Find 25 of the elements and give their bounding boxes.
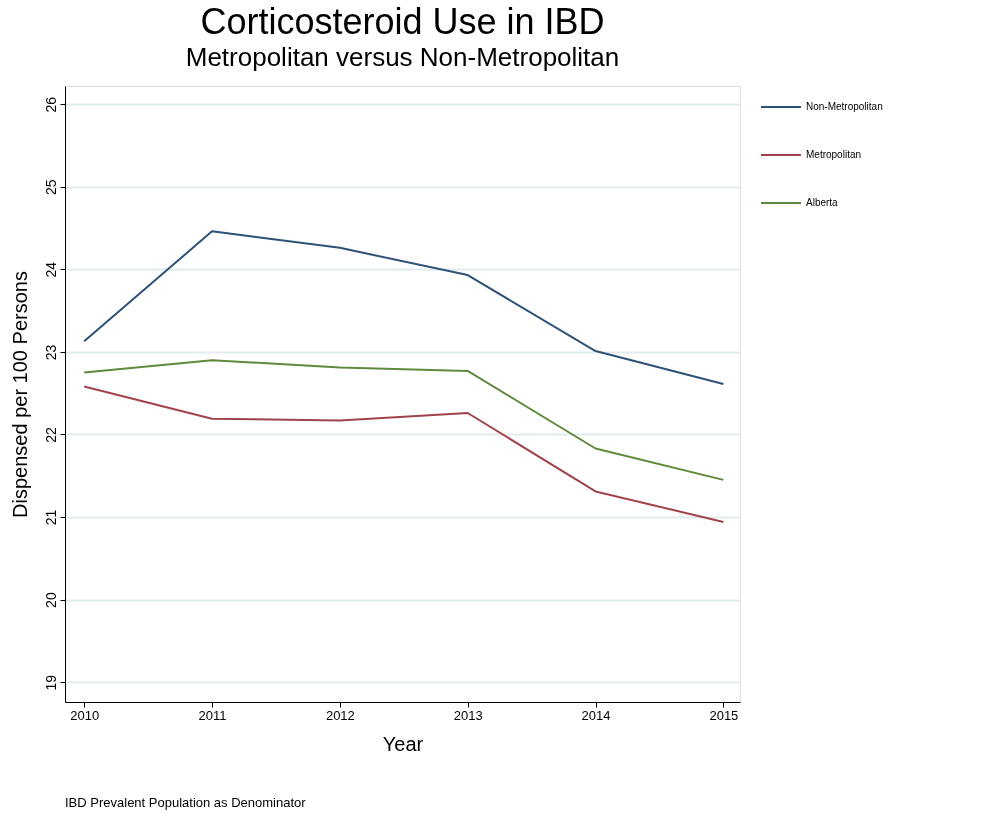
- chart-subtitle: Metropolitan versus Non-Metropolitan: [185, 42, 620, 72]
- line-series: [83, 385, 725, 523]
- y-tick-label: 21: [42, 509, 59, 526]
- y-tick-label: 22: [42, 426, 59, 443]
- legend-label: Alberta: [806, 197, 839, 208]
- y-tick-label: 24: [42, 261, 59, 278]
- x-tick-label: 2014: [581, 707, 611, 723]
- x-axis-title: Year: [382, 732, 424, 755]
- y-axis-title: Dispensed per 100 Persons: [8, 271, 31, 518]
- y-tick-label: 25: [42, 179, 59, 196]
- x-tick-label: 2015: [709, 707, 739, 723]
- legend-label: Metropolitan: [806, 149, 862, 160]
- chart-title: Corticosteroid Use in IBD: [200, 1, 605, 42]
- x-tick-label: 2010: [70, 707, 100, 723]
- x-tick-label: 2011: [198, 707, 227, 723]
- y-tick-label: 26: [42, 96, 59, 113]
- y-tick-label: 23: [42, 344, 59, 361]
- x-tick-label: 2012: [325, 707, 355, 723]
- line-series: [83, 230, 725, 386]
- legend-label: Non-Metropolitan: [806, 101, 883, 112]
- y-tick-label: 19: [42, 674, 59, 691]
- text: IBD Prevalent Population as Denominator: [65, 795, 307, 810]
- x-tick-label: 2013: [453, 707, 483, 723]
- line-series: [83, 359, 725, 481]
- y-tick-label: 20: [42, 592, 59, 608]
